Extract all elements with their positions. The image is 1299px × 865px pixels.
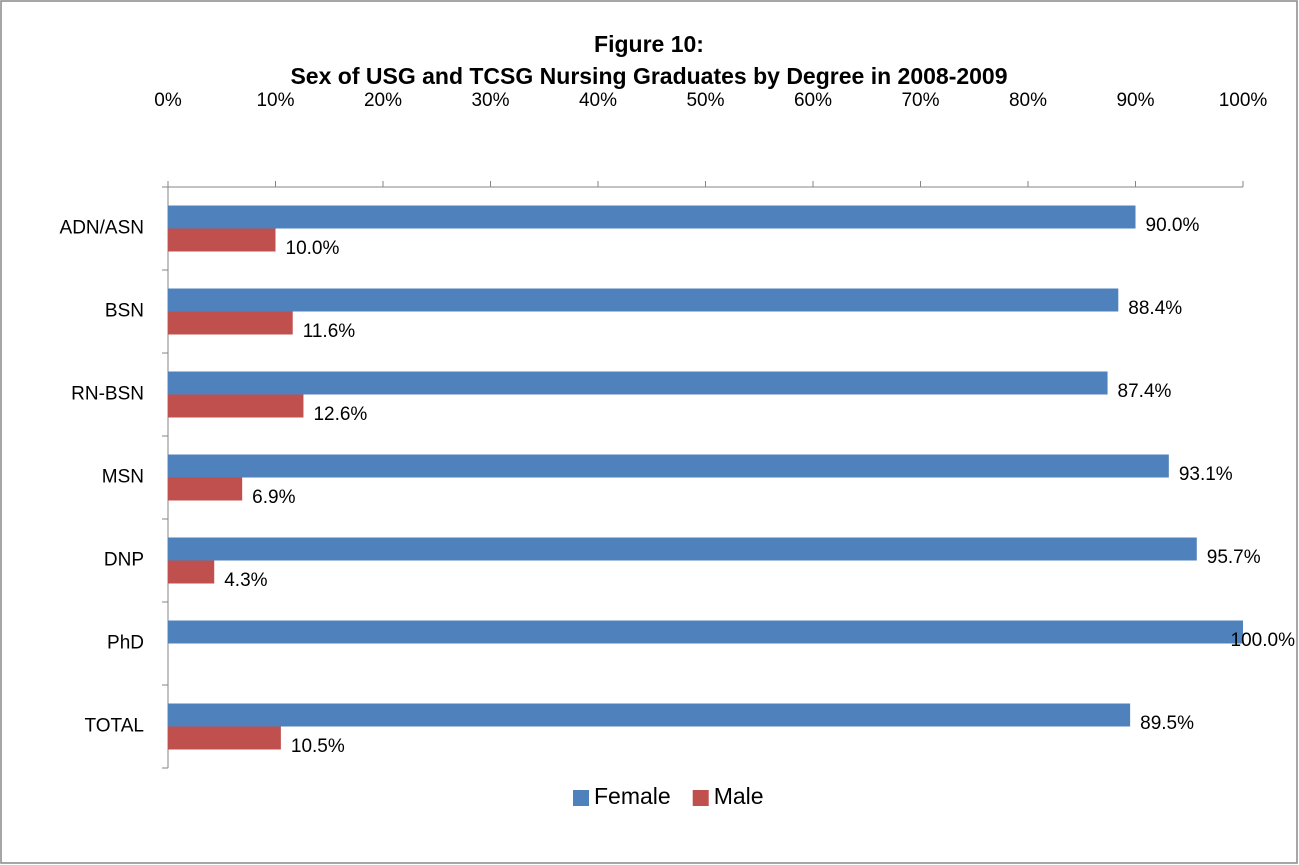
data-label: 90.0%	[1146, 215, 1200, 236]
y-tick-label: ADN/ASN	[60, 218, 144, 239]
data-label: 4.3%	[224, 570, 267, 591]
data-label: 88.4%	[1128, 298, 1182, 319]
x-tick-label: 40%	[579, 90, 617, 111]
chart-subtitle: Sex of USG and TCSG Nursing Graduates by…	[290, 63, 1007, 89]
bar	[168, 205, 1136, 229]
data-label: 6.9%	[252, 487, 295, 508]
bar	[168, 288, 1119, 312]
x-tick-label: 20%	[364, 90, 402, 111]
x-tick-label: 0%	[154, 90, 182, 111]
data-label: 95.7%	[1207, 547, 1261, 568]
bar	[168, 311, 293, 335]
bar	[168, 726, 281, 750]
data-label: 87.4%	[1118, 381, 1172, 402]
x-tick-label: 100%	[1219, 90, 1268, 111]
y-tick-label: PhD	[107, 633, 144, 654]
data-label: 12.6%	[313, 404, 367, 425]
bar	[168, 228, 276, 252]
data-label: 100.0%	[1231, 630, 1296, 651]
y-tick-label: MSN	[102, 467, 144, 488]
bar	[168, 537, 1197, 561]
bar	[168, 560, 215, 584]
y-tick-label: RN-BSN	[71, 384, 144, 405]
y-tick-label: TOTAL	[85, 716, 144, 737]
data-label: 10.0%	[286, 238, 340, 259]
data-label: 93.1%	[1179, 464, 1233, 485]
x-tick-label: 10%	[256, 90, 294, 111]
x-tick-label: 80%	[1009, 90, 1047, 111]
legend-swatch	[573, 790, 589, 806]
legend-label: Male	[714, 783, 764, 809]
data-label: 11.6%	[303, 321, 356, 342]
bar	[168, 454, 1169, 478]
bar	[168, 371, 1108, 395]
bar	[168, 477, 243, 501]
data-label: 10.5%	[291, 736, 345, 757]
y-tick-label: DNP	[104, 550, 144, 571]
chart-title: Figure 10:	[594, 31, 704, 57]
bar	[168, 394, 304, 418]
x-tick-label: 30%	[471, 90, 509, 111]
data-label: 89.5%	[1140, 713, 1194, 734]
legend-label: Female	[594, 783, 671, 809]
y-tick-label: BSN	[105, 301, 144, 322]
bar	[168, 620, 1243, 644]
x-tick-label: 50%	[686, 90, 724, 111]
x-tick-label: 90%	[1116, 90, 1154, 111]
x-tick-label: 60%	[794, 90, 832, 111]
legend-swatch	[692, 790, 709, 806]
bar	[168, 703, 1131, 727]
x-tick-label: 70%	[901, 90, 939, 111]
